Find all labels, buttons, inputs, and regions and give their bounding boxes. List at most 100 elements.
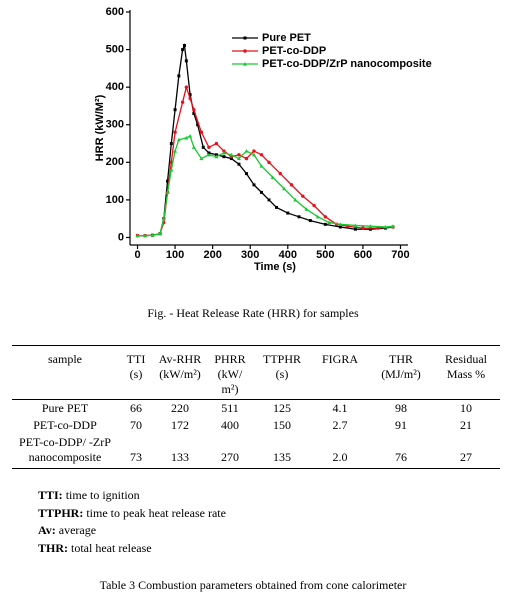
point xyxy=(286,211,290,215)
table-cell: 172 xyxy=(171,418,189,432)
point xyxy=(275,205,279,209)
table-row: PET-co-DDP 70 172 400 150 2.7 91 21 xyxy=(12,417,500,434)
point xyxy=(214,141,219,146)
x-tick-label: 0 xyxy=(134,249,140,261)
table-row: Pure PET 66 220 511 125 4.1 98 10 xyxy=(12,400,500,418)
point xyxy=(173,108,177,112)
point xyxy=(173,149,178,153)
point xyxy=(221,150,226,155)
note: TTPHR: time to peak heat release rate xyxy=(38,505,226,523)
table-cell: Pure PET xyxy=(41,401,89,415)
point xyxy=(135,233,140,238)
table-cell: 135 xyxy=(254,434,310,469)
table-cell: 400 xyxy=(221,418,239,432)
point xyxy=(289,183,294,187)
point xyxy=(368,227,372,231)
table-cell: 66 xyxy=(130,401,142,415)
point xyxy=(181,48,185,52)
point xyxy=(176,137,181,142)
point xyxy=(143,233,148,238)
point xyxy=(207,145,211,149)
y-tick-label: 300 xyxy=(106,119,124,131)
table-cell: 2.0 xyxy=(310,434,370,469)
point xyxy=(244,149,249,153)
point xyxy=(196,123,200,127)
table-cell: 21 xyxy=(460,418,472,432)
point xyxy=(244,156,249,161)
table-cell: PET-co-DDP/ -ZrP nanocomposite xyxy=(12,434,118,469)
note: Av: average xyxy=(38,522,226,540)
x-tick-label: 200 xyxy=(203,249,221,261)
point xyxy=(383,224,388,229)
table-caption: Table 3 Combustion parameters obtained f… xyxy=(99,578,407,592)
y-axis-label: HRR (kW/M²) xyxy=(94,94,106,161)
table-cell: 27 xyxy=(432,434,500,469)
header-cell: PHRR (kW/ m²) xyxy=(206,345,254,400)
legend-label: PET-co-DDP xyxy=(262,45,326,57)
y-tick-label: 400 xyxy=(106,81,124,93)
table-cell: 133 xyxy=(154,434,206,469)
point xyxy=(184,59,188,63)
point xyxy=(184,85,189,89)
x-tick-label: 600 xyxy=(354,249,372,261)
header-row: sample TTI (s) Av-RHR (kW/m²) PHRR (kW/ m²)… xyxy=(12,345,500,400)
point xyxy=(184,135,189,140)
point xyxy=(390,224,395,228)
point xyxy=(312,203,316,208)
point xyxy=(158,231,163,236)
note-text: time to peak heat release rate xyxy=(86,505,226,520)
header-cell: Av-RHR (kW/m²) xyxy=(154,345,206,400)
point xyxy=(192,108,196,112)
point xyxy=(259,153,264,157)
point xyxy=(236,156,241,161)
point xyxy=(237,162,241,166)
point xyxy=(368,224,373,228)
point xyxy=(173,130,177,134)
series-line xyxy=(137,43,394,237)
point xyxy=(150,233,155,237)
table-cell: 2.7 xyxy=(332,418,348,432)
y-tick-label: 200 xyxy=(106,156,124,168)
header-cell: TTPHR (s) xyxy=(254,345,310,400)
point xyxy=(243,36,247,40)
note: TTI: time to ignition xyxy=(38,487,226,505)
figure-caption: Fig. - Heat Release Rate (HRR) for sampl… xyxy=(147,306,359,320)
point xyxy=(243,62,247,66)
point xyxy=(182,43,186,47)
point xyxy=(252,149,256,153)
table-cell: 220 xyxy=(171,401,189,415)
point xyxy=(267,198,271,202)
point xyxy=(199,156,204,161)
table-cell: PET-co-DDP xyxy=(33,418,97,432)
note-term: TTI: xyxy=(38,488,63,502)
point xyxy=(270,175,275,179)
point xyxy=(206,152,211,157)
table-cell: 73 xyxy=(118,434,154,469)
point xyxy=(278,171,282,176)
x-tick-label: 300 xyxy=(241,249,259,261)
header-cell: THR (MJ/m²) xyxy=(370,345,432,400)
note-term: THR: xyxy=(38,540,68,555)
chart: HRR (kW/M²) Time (s) 0 100 200 300 400 500 600… xyxy=(94,6,432,273)
point xyxy=(222,155,226,159)
point xyxy=(166,179,170,183)
point xyxy=(199,130,204,134)
note-text: time to ignition xyxy=(65,488,140,502)
legend-label: PET-co-DDP/ZrP nanocomposite xyxy=(262,58,432,70)
point xyxy=(188,93,192,97)
y-tick-label: 100 xyxy=(106,194,124,206)
x-axis-label: Time (s) xyxy=(254,261,296,273)
point xyxy=(244,172,248,176)
point xyxy=(180,100,185,104)
point xyxy=(229,157,233,161)
table-cell: 125 xyxy=(273,401,291,415)
note-text: average xyxy=(58,523,97,537)
table-cell: 70 xyxy=(130,418,142,432)
point xyxy=(192,111,196,115)
point xyxy=(353,227,357,231)
header-cell: sample xyxy=(12,345,118,400)
point xyxy=(338,222,343,226)
point xyxy=(214,154,219,159)
note-text: total heat release xyxy=(71,540,152,555)
table-cell: 98 xyxy=(395,401,407,415)
